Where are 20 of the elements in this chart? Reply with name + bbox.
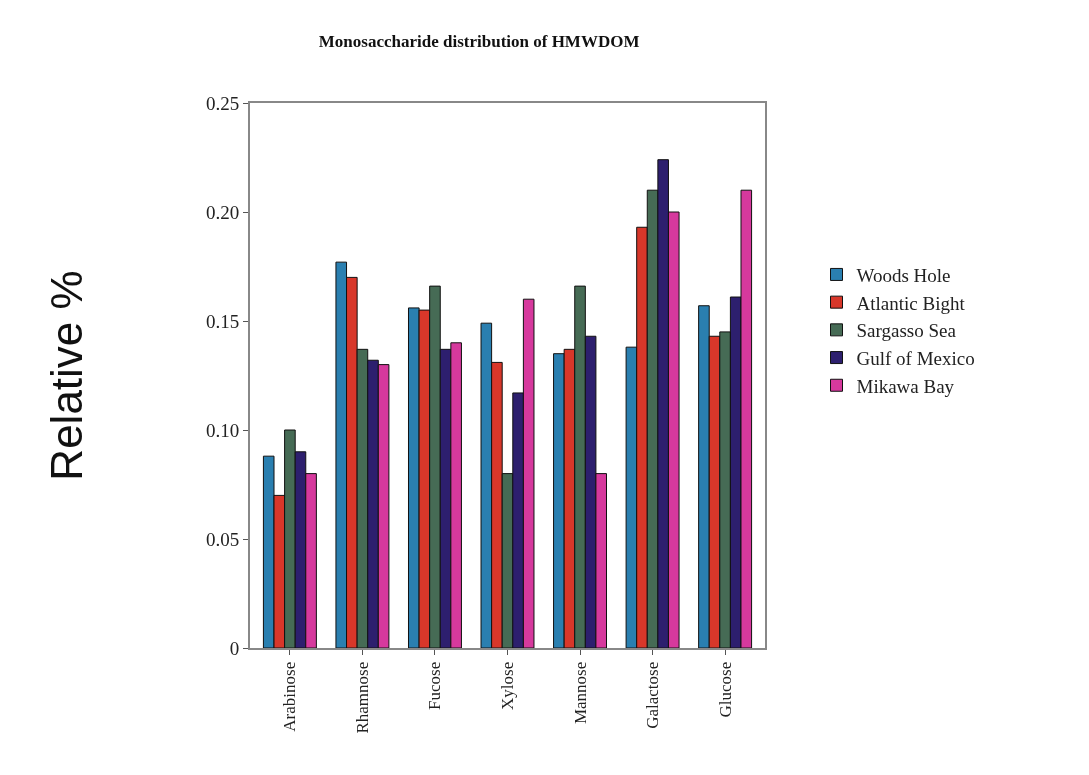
legend-label: Mikawa Bay xyxy=(856,375,955,397)
x-tick-label: Xylose xyxy=(498,661,518,710)
y-tick-label: 0.05 xyxy=(205,528,240,550)
y-tick-label: 0.10 xyxy=(205,419,240,441)
chart-title: Monosaccharide distribution of HMWDOM xyxy=(318,31,640,51)
y-tick-label: 0.25 xyxy=(205,92,240,114)
y-tick-label: 0 xyxy=(229,637,240,659)
x-tick-label: Rhamnose xyxy=(352,661,372,734)
y-tick-label: 0.15 xyxy=(205,310,240,332)
legend-label: Gulf of Mexico xyxy=(856,347,975,369)
x-tick-label: Mannose xyxy=(570,661,590,725)
legend-label: Sargasso Sea xyxy=(856,320,957,342)
y-axis-title: Relative % xyxy=(41,270,91,481)
legend-label: Atlantic Bight xyxy=(856,292,966,314)
legend-label: Woods Hole xyxy=(856,264,951,286)
x-tick-label: Galactose xyxy=(643,661,663,729)
x-tick-label: Arabinose xyxy=(280,661,300,732)
y-tick-label: 0.20 xyxy=(205,201,240,223)
x-tick-label: Glucose xyxy=(715,661,735,718)
x-tick-label: Fucose xyxy=(425,661,445,710)
